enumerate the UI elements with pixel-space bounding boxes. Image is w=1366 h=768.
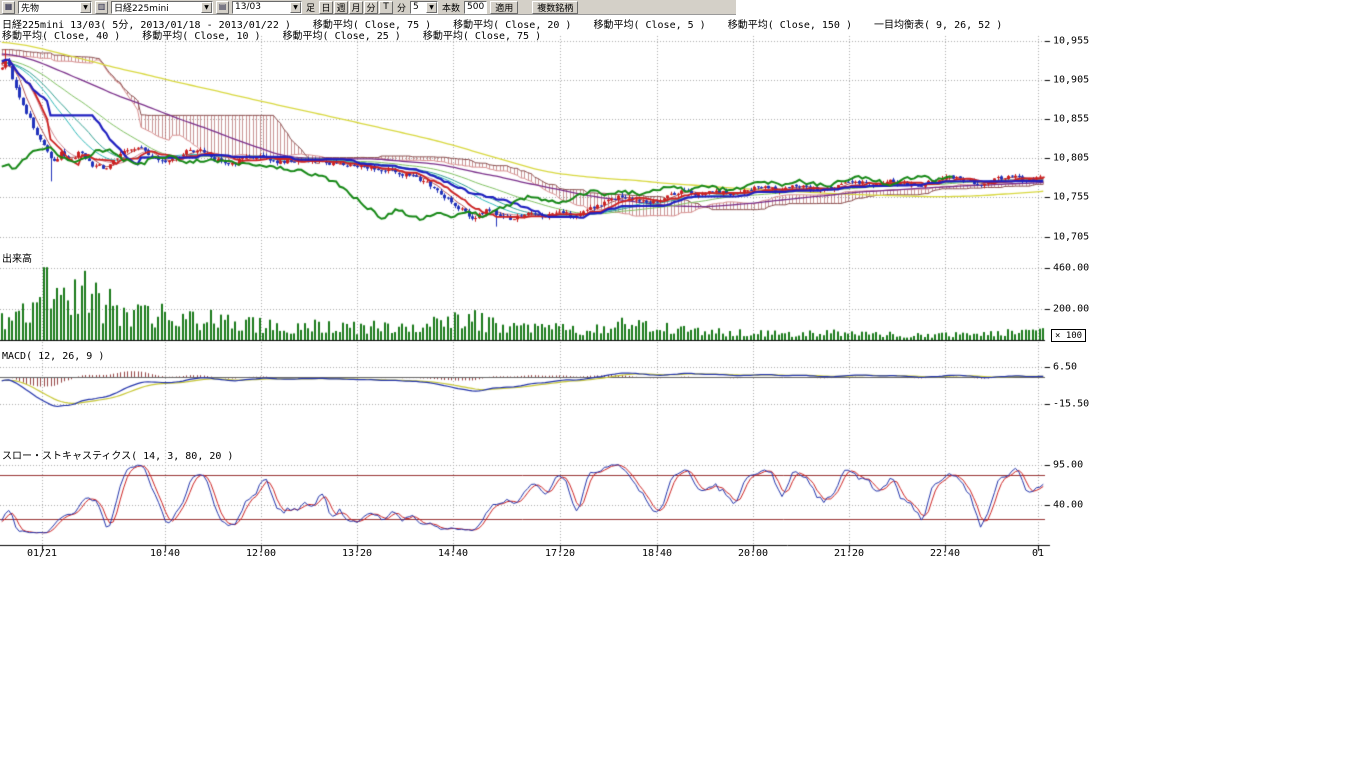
stochastics-axis-label: 40.00 — [1053, 499, 1083, 510]
contract-month-value: 13/03 — [235, 2, 261, 12]
minute-unit-label: 分 — [396, 1, 407, 14]
instrument-type-value: 先物 — [21, 1, 39, 14]
time-axis-label: 12:00 — [246, 548, 276, 559]
price-axis-label: 10,705 — [1053, 231, 1089, 242]
chevron-down-icon: ▼ — [426, 2, 437, 13]
legend-item: 移動平均( Close, 40 ) — [2, 27, 120, 42]
time-axis-label: 01/21 — [27, 548, 57, 559]
time-axis-label: 17:20 — [545, 548, 575, 559]
volume-axis-label: 200.00 — [1053, 303, 1089, 314]
legend-item: 移動平均( Close, 5 ) — [593, 16, 705, 31]
period-button-4[interactable]: T — [379, 1, 393, 14]
bars-count-value: 500 — [467, 2, 484, 12]
chevron-down-icon: ▼ — [290, 2, 301, 13]
stochastics-pane-title: スロー・ストキャスティクス( 14, 3, 80, 20 ) — [2, 447, 233, 462]
legend-item: 一目均衡表( 9, 26, 52 ) — [874, 16, 1002, 31]
minute-value-select[interactable]: 5 ▼ — [410, 1, 438, 14]
minute-value: 5 — [413, 2, 419, 12]
chevron-down-icon: ▼ — [201, 2, 212, 13]
period-button-0[interactable]: 日 — [319, 1, 333, 14]
time-axis-label: 10:40 — [150, 548, 180, 559]
time-axis-label: 18:40 — [642, 548, 672, 559]
volume-axis-label: 460.00 — [1053, 263, 1089, 274]
chevron-down-icon: ▼ — [80, 2, 91, 13]
period-button-3[interactable]: 分 — [364, 1, 378, 14]
legend-item: 移動平均( Close, 150 ) — [728, 16, 852, 31]
price-axis-label: 10,905 — [1053, 74, 1089, 85]
price-axis-label: 10,755 — [1053, 192, 1089, 203]
symbol-value: 日経225mini — [114, 1, 169, 14]
price-axis-label: 10,855 — [1053, 113, 1089, 124]
symbol-select[interactable]: 日経225mini ▼ — [111, 1, 213, 14]
calendar-icon[interactable]: ▤ — [216, 1, 229, 14]
volume-pane-title: 出来高 — [2, 250, 32, 265]
app-menu-icon[interactable]: ▦ — [2, 1, 15, 14]
time-axis-label: 20:00 — [738, 548, 768, 559]
time-axis-label: 14:40 — [438, 548, 468, 559]
legend-item: 移動平均( Close, 10 ) — [142, 27, 260, 42]
macd-axis-label: 6.50 — [1053, 361, 1077, 372]
period-button-group: 日週月分T — [319, 1, 393, 14]
macd-pane-title: MACD( 12, 26, 9 ) — [2, 351, 104, 362]
bar-type-label: 足 — [305, 1, 316, 14]
stochastics-axis-label: 95.00 — [1053, 459, 1083, 470]
macd-axis-label: -15.50 — [1053, 398, 1089, 409]
price-axis-label: 10,955 — [1053, 35, 1089, 46]
legend-item: 移動平均( Close, 25 ) — [283, 27, 401, 42]
bars-count-input[interactable]: 500 — [464, 1, 487, 14]
bars-count-label: 本数 — [441, 1, 461, 14]
legend-item: 移動平均( Close, 75 ) — [423, 27, 541, 42]
period-button-2[interactable]: 月 — [349, 1, 363, 14]
instrument-type-select[interactable]: 先物 ▼ — [18, 1, 92, 14]
time-axis-label: 01 — [1032, 548, 1044, 559]
time-axis-label: 13:20 — [342, 548, 372, 559]
chart-type-icon[interactable]: ▥ — [95, 1, 108, 14]
legend-line-2: 移動平均( Close, 40 ) 移動平均( Close, 10 ) 移動平均( … — [2, 27, 541, 42]
multi-symbol-button[interactable]: 複数銘柄 — [532, 1, 578, 14]
chart-canvas[interactable] — [0, 0, 1120, 570]
price-axis-label: 10,805 — [1053, 153, 1089, 164]
time-axis-label: 21:20 — [834, 548, 864, 559]
period-button-1[interactable]: 週 — [334, 1, 348, 14]
toolbar: ▦ 先物 ▼ ▥ 日経225mini ▼ ▤ 13/03 ▼ 足 日週月分T 分… — [0, 0, 736, 15]
time-axis-label: 22:40 — [930, 548, 960, 559]
contract-month-select[interactable]: 13/03 ▼ — [232, 1, 302, 14]
apply-button[interactable]: 適用 — [490, 1, 518, 14]
volume-multiplier-badge: × 100 — [1051, 329, 1086, 342]
